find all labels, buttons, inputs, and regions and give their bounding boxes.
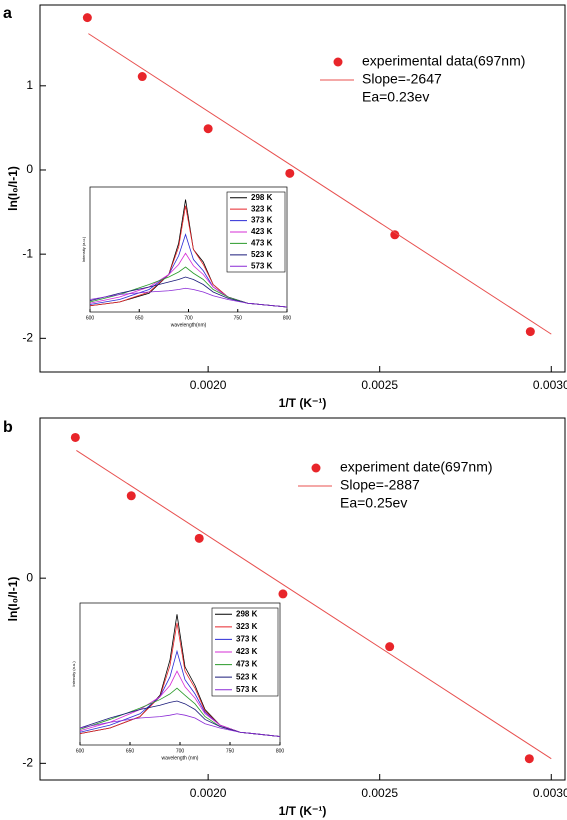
x-tick-label: 750: [226, 748, 235, 754]
x-axis-label: 1/T (K⁻¹): [279, 396, 327, 410]
x-tick-label: 0.0025: [361, 786, 398, 800]
legend-label: 423 K: [236, 647, 258, 656]
panel-label: b: [3, 419, 13, 436]
x-axis-label: wavelength (nm): [162, 755, 199, 761]
annotation: Ea=0.25ev: [340, 495, 407, 511]
y-tick-label: 0: [26, 570, 33, 584]
fit-line: [76, 449, 552, 760]
x-tick-label: 700: [176, 748, 185, 754]
data-point: [285, 168, 295, 178]
y-axis-label: ln(I₀/I-1): [6, 166, 20, 211]
x-tick-label: 0.0030: [533, 378, 567, 392]
x-tick-label: 0.0025: [361, 378, 398, 392]
spectrum-line: [89, 287, 288, 308]
legend-label: 298 K: [251, 193, 273, 202]
data-point: [524, 754, 534, 764]
legend-label: 373 K: [236, 635, 258, 644]
data-point: [390, 230, 400, 240]
x-axis-label: wavelength(nm): [171, 322, 207, 328]
y-tick-label: -2: [22, 756, 33, 770]
y-axis-label: ln(I₀/I-1): [6, 577, 20, 622]
legend-label: 523 K: [236, 672, 258, 681]
x-tick-label: 0.0030: [533, 786, 567, 800]
data-point: [278, 589, 288, 599]
legend-label: experiment date(697nm): [340, 459, 493, 475]
spectrum-line: [79, 713, 281, 737]
y-axis-label: Intensity (a.u.): [71, 661, 76, 687]
x-tick-label: 700: [184, 315, 193, 321]
legend-label: 573 K: [236, 685, 258, 694]
y-tick-label: -1: [22, 246, 33, 260]
panel-label: a: [3, 5, 12, 22]
legend-marker: [333, 57, 343, 67]
x-tick-label: 650: [126, 748, 135, 754]
annotation: Ea=0.23ev: [362, 89, 429, 105]
data-point: [385, 642, 395, 652]
y-tick-label: 0: [26, 162, 33, 176]
legend-label: Slope=-2887: [340, 477, 420, 493]
spectrum-line: [89, 266, 288, 308]
legend-label: 473 K: [236, 660, 258, 669]
data-point: [525, 327, 535, 337]
legend-marker: [311, 463, 321, 473]
x-tick-label: 600: [86, 315, 95, 321]
x-tick-label: 0.0020: [190, 786, 227, 800]
y-tick-label: -2: [22, 331, 33, 345]
x-tick-label: 800: [283, 315, 292, 321]
y-axis-label: Intensity (a.u.): [81, 236, 86, 262]
legend-label: 298 K: [236, 609, 258, 618]
spectrum-line: [79, 700, 281, 737]
data-point: [137, 72, 147, 82]
x-tick-label: 600: [76, 748, 85, 754]
x-tick-label: 750: [234, 315, 243, 321]
x-tick-label: 650: [135, 315, 144, 321]
spectrum-line: [79, 670, 281, 737]
y-tick-label: 1: [26, 78, 33, 92]
data-point: [203, 124, 213, 134]
legend-label: 373 K: [251, 216, 273, 225]
x-tick-label: 800: [276, 748, 285, 754]
legend-label: 523 K: [251, 250, 273, 259]
x-tick-label: 0.0020: [190, 378, 227, 392]
data-point: [194, 533, 204, 543]
legend-label: 573 K: [251, 261, 273, 270]
x-axis-label: 1/T (K⁻¹): [279, 804, 327, 818]
data-point: [70, 432, 80, 442]
spectrum-line: [89, 276, 288, 308]
legend-label: 473 K: [251, 239, 273, 248]
data-point: [126, 491, 136, 501]
data-point: [82, 13, 92, 23]
legend-label: 323 K: [236, 622, 258, 631]
legend-label: Slope=-2647: [362, 71, 442, 87]
fit-line: [88, 33, 552, 335]
legend-label: 423 K: [251, 227, 273, 236]
legend-label: experimental data(697nm): [362, 53, 525, 69]
legend-label: 323 K: [251, 204, 273, 213]
